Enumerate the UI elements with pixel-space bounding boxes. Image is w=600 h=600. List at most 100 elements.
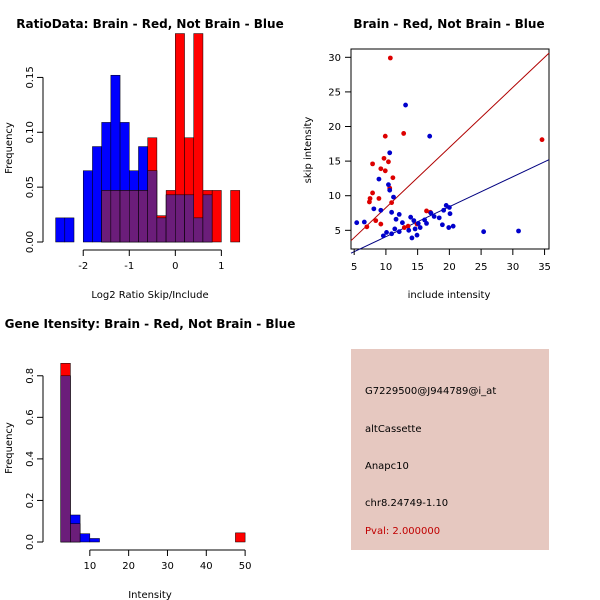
scatter-point-not-brain (354, 220, 360, 226)
scatter-point-not-brain (516, 228, 521, 234)
scatter-y-tick-label: 15 (328, 157, 341, 168)
gene-hist-y-label: Frequency (4, 422, 15, 474)
p3-bar-blue (79, 533, 91, 543)
scatter-point-not-brain (386, 182, 391, 188)
scatter-point-not-brain (428, 210, 434, 216)
scatter-point-not-brain (392, 226, 398, 232)
scatter-point-not-brain (446, 205, 452, 210)
scatter-point-not-brain (371, 206, 377, 212)
p3-y-tick-label: 0.4 (25, 451, 36, 467)
gene-hist-bars (60, 363, 246, 543)
gene-name: Anapc10 (365, 461, 409, 472)
p1-bar-overlap (202, 194, 213, 243)
p3-y-tick-label: 0.6 (25, 409, 36, 425)
scatter-point-not-brain (450, 223, 456, 229)
p1-bar-blue (55, 217, 66, 243)
scatter-point-not-brain (412, 226, 418, 232)
p3-x-tick-label: 10 (83, 561, 96, 572)
p1-x-tick-label: -1 (124, 261, 134, 272)
scatter-point-not-brain (414, 232, 420, 238)
p1-bar-blue (82, 170, 93, 243)
scatter-point-brain (424, 208, 429, 214)
scatter-point-brain (539, 137, 545, 143)
scatter-point-not-brain (424, 220, 429, 226)
p1-bar-overlap (184, 194, 194, 243)
scatter-point-brain (382, 133, 388, 139)
p1-y-tick-label: 0.15 (25, 66, 36, 88)
genomic-location: chr8.24749-1.10 (365, 498, 449, 509)
scatter-point-brain (370, 190, 375, 196)
scatter-point-brain (386, 159, 391, 165)
scatter-point-brain (367, 196, 373, 201)
scatter-point-not-brain (387, 150, 393, 156)
scatter-point-brain (401, 131, 407, 136)
p1-bar-blue (64, 217, 75, 243)
scatter-ticks: 5 10 15 20 25 30 35 5 10 15 20 25 30 (328, 53, 551, 273)
gene-hist-x-label: Intensity (128, 590, 172, 600)
ratio-hist-title: RatioData: Brain - Red, Not Brain - Blue (16, 17, 283, 31)
p1-y-tick-label: 0.00 (25, 231, 36, 253)
p1-bar-blue (92, 146, 102, 243)
scatter-point-not-brain (403, 102, 408, 108)
gene-hist-ticks: 10 20 30 40 50 0.0 0.2 0.4 0.6 0.8 (25, 368, 251, 572)
p3-bar-blue (89, 538, 100, 543)
scatter-point-not-brain (391, 194, 396, 200)
p3-y-tick-label: 0.2 (25, 492, 36, 508)
p3-bar-red (235, 532, 246, 543)
scatter-point-not-brain (446, 225, 452, 230)
scatter-y-tick-label: 10 (328, 191, 341, 202)
p3-x-tick-label: 40 (200, 561, 213, 572)
scatter-x-tick-label: 5 (351, 262, 357, 273)
p3-x-tick-label: 50 (239, 561, 252, 572)
scatter-point-brain (370, 161, 375, 167)
scatter-point-not-brain (389, 231, 395, 237)
p1-bar-overlap (147, 170, 158, 243)
scatter-x-tick-label: 35 (538, 262, 551, 273)
scatter-point-not-brain (436, 215, 442, 221)
scatter-point-brain (378, 166, 384, 172)
p3-bar-overlap (60, 375, 71, 543)
scatter-y-tick-label: 20 (328, 122, 341, 133)
scatter-point-not-brain (411, 218, 417, 224)
scatter-point-not-brain (378, 207, 384, 213)
scatter-x-label: include intensity (408, 290, 491, 301)
gene-hist-title: Gene Itensity: Brain - Red, Not Brain - … (5, 317, 296, 331)
p1-bar-overlap (165, 194, 176, 243)
scatter-point-not-brain (389, 209, 395, 215)
scatter-point-not-brain (415, 220, 421, 226)
scatter-point-brain (378, 221, 384, 227)
scatter-title: Brain - Red, Not Brain - Blue (353, 17, 544, 31)
scatter-point-not-brain (439, 222, 445, 228)
scatter-y-tick-label: 25 (328, 87, 341, 98)
p1-bar-red (230, 190, 241, 243)
p3-y-tick-label: 0.8 (25, 368, 36, 384)
scatter-point-brain (364, 224, 370, 230)
probe-id: G7229500@J944789@i_at (365, 386, 497, 397)
scatter-point-not-brain (481, 229, 487, 235)
ratio-hist-x-label: Log2 Ratio Skip/Include (91, 290, 208, 301)
scatter-y-tick-label: 5 (335, 226, 341, 237)
scatter-point-brain (376, 196, 382, 201)
scatter-point-brain (390, 175, 396, 181)
scatter-point-brain (373, 218, 379, 224)
ratio-hist-ticks: -2 -1 0 1 0.00 0.05 0.10 0.15 (25, 66, 225, 272)
scatter-point-not-brain (408, 214, 414, 220)
scatter-point-brain (401, 225, 407, 230)
scatter-point-not-brain (396, 211, 402, 217)
scatter-x-tick-label: 25 (475, 262, 488, 273)
scatter-point-brain (389, 200, 395, 206)
scatter-point-brain (405, 223, 411, 229)
scatter-point-not-brain (431, 214, 437, 219)
scatter-point-not-brain (396, 229, 402, 235)
scatter-y-tick-label: 30 (328, 53, 341, 64)
event-type: altCassette (365, 424, 422, 435)
scatter-point-not-brain (380, 233, 386, 239)
scatter-point-brain (387, 55, 393, 61)
scatter-point-not-brain (387, 187, 393, 193)
scatter-plot-box (350, 48, 550, 250)
ratio-hist-bars (55, 33, 241, 243)
p1-bar-overlap (101, 190, 112, 243)
p1-bar-overlap (175, 194, 185, 243)
p-value: Pval: 2.000000 (365, 526, 441, 537)
